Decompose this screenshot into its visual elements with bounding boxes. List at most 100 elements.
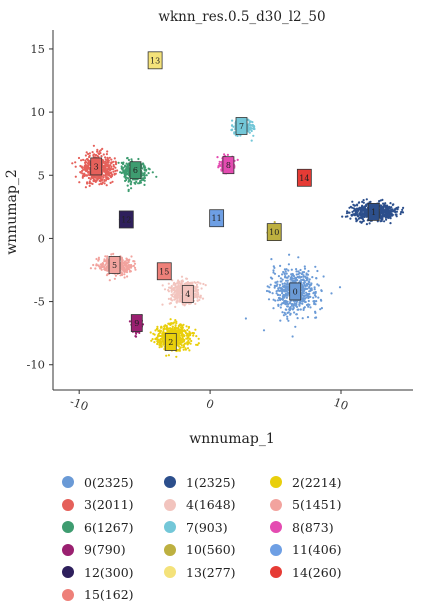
- cluster-1-label: 1: [367, 202, 380, 221]
- data-point: [388, 205, 391, 208]
- data-point: [287, 269, 290, 272]
- cluster-label-text: 15: [159, 267, 169, 276]
- cluster-label-text: 8: [226, 161, 231, 170]
- data-point: [300, 278, 303, 281]
- data-point: [273, 284, 276, 287]
- data-point: [92, 263, 95, 267]
- data-point: [85, 161, 88, 164]
- data-point: [285, 296, 288, 299]
- legend-label: 0(2325): [84, 474, 134, 490]
- data-point: [187, 339, 190, 342]
- data-point: [135, 180, 138, 183]
- data-point: [159, 342, 162, 345]
- cluster-label-text: 9: [134, 319, 139, 328]
- data-point: [360, 216, 363, 219]
- data-point: [94, 153, 98, 157]
- legend-item-10: 10(560): [164, 540, 236, 560]
- data-point: [104, 169, 107, 172]
- data-point: [92, 175, 95, 178]
- data-point: [195, 343, 198, 346]
- data-point: [250, 139, 253, 142]
- data-point: [173, 291, 176, 294]
- legend-item-14: 14(260): [270, 562, 342, 582]
- data-point: [111, 180, 114, 183]
- legend-label: 15(162): [84, 587, 134, 602]
- data-point: [358, 212, 361, 215]
- data-point: [171, 325, 174, 328]
- data-point: [104, 166, 107, 169]
- data-point: [121, 262, 124, 265]
- data-point: [176, 299, 179, 302]
- data-point: [108, 168, 111, 171]
- data-point: [87, 152, 90, 156]
- data-point: [363, 210, 366, 213]
- data-point: [218, 162, 221, 165]
- data-point: [303, 297, 307, 300]
- data-point: [112, 168, 115, 171]
- data-point: [159, 334, 163, 338]
- cluster-label-box: [129, 161, 142, 180]
- data-point: [105, 184, 108, 187]
- data-point: [106, 176, 109, 179]
- data-point: [162, 335, 165, 338]
- legend-label: 9(790): [84, 542, 126, 557]
- data-point: [79, 164, 82, 168]
- legend-swatch: [62, 588, 74, 601]
- legend-swatch: [270, 521, 282, 533]
- legend-swatch: [270, 543, 282, 556]
- cluster-label-text: 10: [269, 228, 279, 237]
- data-point: [180, 341, 183, 344]
- data-point: [126, 262, 129, 265]
- data-point: [101, 159, 104, 162]
- data-point: [285, 279, 288, 282]
- data-point: [104, 174, 107, 177]
- legend-swatch: [62, 543, 74, 556]
- data-point: [357, 208, 360, 211]
- data-point: [177, 341, 181, 344]
- data-point: [186, 347, 190, 350]
- data-point: [272, 298, 275, 301]
- data-point: [299, 268, 302, 272]
- data-point: [178, 280, 181, 283]
- data-point: [79, 171, 82, 174]
- data-point: [302, 274, 305, 277]
- data-point: [218, 160, 221, 163]
- data-point: [361, 200, 364, 203]
- data-point: [109, 164, 112, 167]
- data-point: [160, 326, 163, 329]
- data-point: [142, 163, 145, 166]
- data-point: [120, 267, 123, 270]
- data-point: [226, 153, 229, 156]
- data-point: [359, 214, 362, 217]
- data-point: [283, 268, 286, 271]
- data-point: [302, 282, 305, 285]
- data-point: [291, 303, 294, 306]
- data-point: [279, 280, 282, 283]
- data-point: [283, 282, 286, 285]
- data-point: [381, 216, 384, 219]
- data-point: [381, 210, 384, 213]
- data-point: [283, 284, 286, 287]
- legend-label: 10(560): [186, 542, 236, 557]
- cluster-3-label: 3: [90, 157, 103, 176]
- data-point: [313, 286, 316, 289]
- data-point: [356, 204, 359, 207]
- data-point: [231, 124, 234, 127]
- data-point: [163, 327, 166, 330]
- data-point: [150, 339, 153, 342]
- data-point: [123, 175, 127, 178]
- data-point: [196, 288, 199, 292]
- data-point: [303, 265, 306, 268]
- data-point: [274, 299, 277, 302]
- data-point: [400, 211, 403, 214]
- data-point: [84, 163, 87, 167]
- data-point: [320, 299, 323, 302]
- legend-item-0: 0(2325): [62, 472, 134, 492]
- data-point: [139, 179, 142, 183]
- data-point: [163, 337, 166, 340]
- data-point: [106, 156, 109, 159]
- data-point: [108, 279, 111, 282]
- data-point: [306, 277, 309, 280]
- cluster-14-label: 14: [296, 168, 312, 187]
- data-point: [284, 313, 287, 316]
